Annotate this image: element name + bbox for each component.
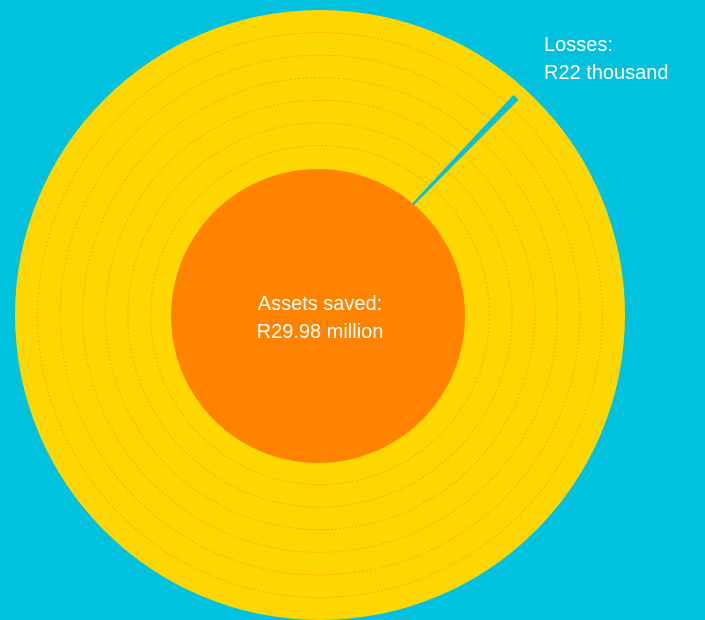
assets-saved-label-value: R29.98 million: [256, 321, 384, 343]
assets-saved-label-title: Assets saved:: [257, 293, 383, 315]
assets-saved-label: Assets saved: R29.98 million: [175, 290, 465, 346]
dashed-ring: [149, 144, 491, 486]
dashed-ring: [104, 99, 536, 531]
dashed-ring: [82, 77, 558, 553]
dashed-ring: [59, 54, 581, 576]
losses-label: Losses: R22 thousand: [544, 31, 669, 87]
assets-saved-disc: [171, 169, 465, 463]
dashed-ring-group: [37, 32, 603, 598]
dashed-ring: [127, 122, 513, 508]
losses-label-value: R22 thousand: [544, 62, 669, 84]
losses-label-title: Losses:: [544, 34, 613, 56]
losses-wedge: [408, 94, 519, 208]
dashed-ring: [37, 32, 603, 598]
